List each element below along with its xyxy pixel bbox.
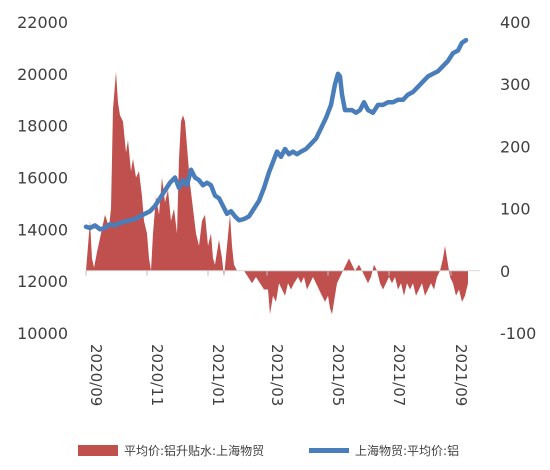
- price-line-series: [83, 37, 469, 232]
- x-axis-tick-label: 2021/07: [390, 344, 408, 406]
- axes: 10000 12000 14000 16000 18000 20000 22000 -100 0…: [17, 13, 536, 406]
- right-axis-tick-label: -100: [500, 324, 536, 343]
- legend-swatch-premium: [78, 445, 118, 456]
- x-axis-tick-label: 2020/09: [87, 344, 105, 406]
- legend: 平均价:铝升贴水:上海物贸 上海物贸:平均价:铝: [78, 443, 459, 458]
- x-axis-tick-label: 2021/03: [268, 344, 286, 406]
- x-axis-tick-label: 2020/11: [148, 344, 166, 406]
- right-axis-tick-label: 200: [500, 137, 531, 156]
- left-axis-tick-label: 16000: [17, 169, 68, 188]
- left-axis-tick-label: 12000: [17, 272, 68, 291]
- left-axis-tick-label: 18000: [17, 117, 68, 136]
- right-axis-tick-label: 100: [500, 200, 531, 219]
- legend-label-premium: 平均价:铝升贴水:上海物贸: [124, 443, 264, 458]
- left-axis-tick-label: 14000: [17, 220, 68, 239]
- right-axis-tick-label: 300: [500, 75, 531, 94]
- premium-area-series: [86, 71, 468, 315]
- x-axis-tick-label: 2021/05: [329, 344, 347, 406]
- price-line: [83, 37, 469, 232]
- x-axis-tick-label: 2021/09: [452, 344, 470, 406]
- left-axis-tick-label: 22000: [17, 13, 68, 32]
- left-axis-tick-label: 20000: [17, 65, 68, 84]
- x-axis-tick-label: 2021/01: [209, 344, 227, 406]
- legend-label-price: 上海物贸:平均价:铝: [355, 443, 459, 458]
- left-axis-tick-label: 10000: [17, 324, 68, 343]
- premium-area: [86, 71, 468, 315]
- right-axis-tick-label: 400: [500, 13, 531, 32]
- right-axis-tick-label: 0: [500, 262, 510, 281]
- legend-swatch-price: [309, 448, 349, 453]
